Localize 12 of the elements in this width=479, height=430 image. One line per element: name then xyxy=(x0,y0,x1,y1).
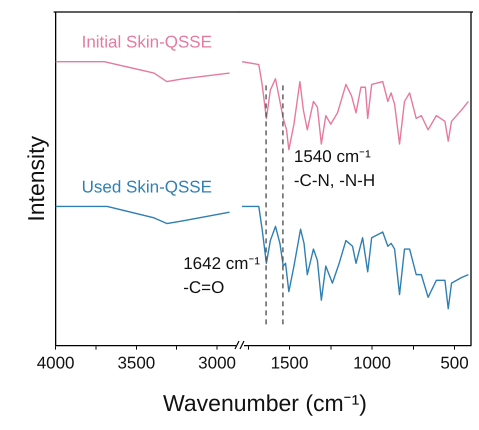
ref-line-label: 1540 cm⁻¹ -C-N, -N-H xyxy=(294,147,376,190)
x-tick-label: 3500 xyxy=(117,353,156,372)
x-tick-label: 3000 xyxy=(198,353,236,372)
ref-line-label: 1642 cm⁻¹ -C=O xyxy=(183,254,260,297)
x-tick-label: 1000 xyxy=(353,353,391,372)
series-label: Used Skin-QSSE xyxy=(82,177,212,196)
y-axis-title: Intensity xyxy=(23,135,50,222)
series-label: Initial Skin-QSSE xyxy=(82,32,212,52)
x-axis-title: Wavenumber (cm⁻¹) xyxy=(162,389,368,418)
x-tick-label: 4000 xyxy=(36,353,75,372)
x-tick-label: 1500 xyxy=(270,353,308,372)
x-tick-label: 500 xyxy=(440,353,469,372)
